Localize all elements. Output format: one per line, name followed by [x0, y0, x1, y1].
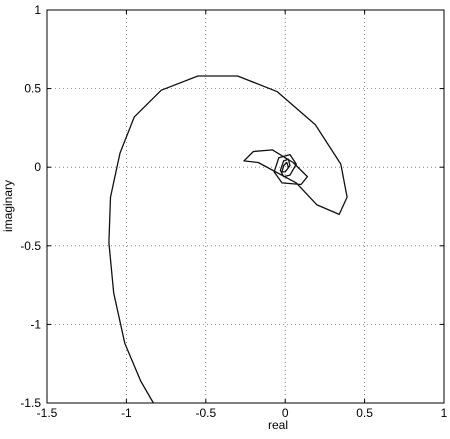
y-axis-title: imaginary	[1, 180, 15, 232]
y-tick-label: 0.5	[24, 82, 41, 96]
y-tick-label: -1	[30, 317, 41, 331]
plot-frame	[46, 9, 445, 404]
data-series	[108, 75, 348, 404]
x-tick-label: 0.5	[356, 406, 373, 420]
x-tick-label: 0	[282, 406, 289, 420]
y-tick-labels: -1.5 -1 -0.5 0 0.5 1	[20, 3, 41, 410]
x-tick-label: -1	[121, 406, 132, 420]
y-tick-label: 0	[34, 160, 41, 174]
x-tick-label: -1.5	[37, 406, 58, 420]
axis-ticks	[46, 9, 445, 404]
y-tick-label: -1.5	[20, 396, 41, 410]
x-tick-label: 1	[441, 406, 448, 420]
y-tick-label: -0.5	[20, 239, 41, 253]
x-tick-label: -0.5	[195, 406, 216, 420]
y-tick-label: 1	[34, 3, 41, 17]
series-line	[108, 75, 348, 404]
x-tick-labels: -1.5 -1 -0.5 0 0.5 1	[37, 406, 448, 420]
x-axis-title: real	[268, 418, 288, 432]
grid-lines	[47, 10, 444, 403]
